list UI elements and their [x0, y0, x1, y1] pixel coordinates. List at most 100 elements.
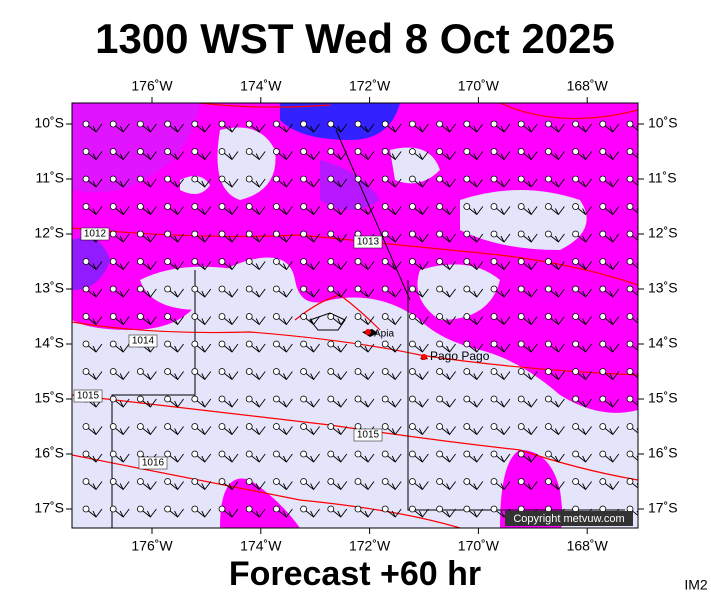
isobar-label: 1014: [132, 336, 155, 347]
barb-station: [191, 505, 199, 513]
wind-barb: [439, 316, 456, 326]
barb-station: [436, 230, 444, 238]
forecast-label: Forecast +60 hr: [229, 555, 481, 593]
barb-station: [545, 368, 552, 375]
wind-barb: [303, 316, 320, 326]
barb-station: [381, 340, 389, 348]
barb-station: [164, 368, 172, 375]
wind-barb: [330, 123, 348, 133]
copyright: Copyright metvuw.com: [513, 513, 624, 525]
wind-barb: [439, 233, 456, 243]
barb-station: [517, 395, 525, 403]
barb-station: [599, 120, 607, 128]
barb-station: [191, 395, 199, 403]
barb-station: [545, 175, 552, 183]
barb-station: [626, 148, 634, 155]
wind-barb: [357, 316, 375, 326]
barb-station: [490, 203, 498, 210]
wind-barb: [520, 151, 538, 161]
barb-station: [436, 478, 444, 485]
barb-station: [245, 230, 253, 238]
wind-barb: [194, 316, 212, 326]
wind-barb: [602, 371, 620, 381]
wind-barb: [248, 398, 266, 408]
wind-barb: [466, 398, 484, 408]
wind-barb: [167, 398, 184, 408]
wind-barb: [602, 123, 620, 133]
barb-station: [109, 340, 117, 348]
barb-station: [109, 120, 117, 128]
barb-station: [300, 285, 308, 293]
wind-barb: [439, 508, 456, 518]
wind-barb: [303, 261, 320, 271]
wind-barb: [520, 206, 538, 216]
barb-station: [463, 313, 471, 320]
barb-station: [517, 478, 525, 485]
wind-barb: [140, 316, 157, 326]
lat-tick-label: 13˚S: [648, 280, 678, 296]
isobar-label-box: [73, 389, 103, 403]
lon-tick-label: 168˚W: [567, 78, 609, 94]
wind-barb: [520, 343, 538, 353]
barb-station: [572, 368, 579, 375]
barb-station: [272, 505, 280, 513]
wind-barb: [112, 343, 130, 353]
barb-station: [381, 395, 389, 403]
wind-barb: [493, 343, 511, 353]
barb-station: [164, 285, 172, 293]
wind-barb: [575, 151, 592, 161]
barb-station: [572, 120, 579, 128]
barb-station: [599, 368, 607, 375]
barb-station: [517, 313, 525, 320]
wind-barb: [493, 426, 511, 436]
wind-barb: [276, 343, 293, 353]
barb-station: [381, 478, 389, 485]
barb-station: [300, 313, 308, 320]
wind-barb: [466, 123, 484, 133]
wind-barb: [221, 123, 239, 133]
barb-station: [218, 340, 226, 348]
wind-barb: [439, 426, 456, 436]
wind-barb: [575, 178, 592, 188]
barb-station: [245, 395, 253, 403]
wind-barb: [412, 481, 429, 491]
barb-station: [191, 258, 199, 265]
barb-station: [545, 258, 552, 265]
barb-station: [245, 258, 253, 265]
barb-station: [109, 368, 117, 375]
wind-barb: [357, 123, 375, 133]
wind-barb: [303, 508, 320, 518]
barb-station: [82, 313, 90, 320]
wind-barb: [602, 206, 620, 216]
wind-barb: [466, 508, 484, 518]
wind-barb: [221, 151, 239, 161]
barb-station: [136, 395, 144, 403]
barb-station: [327, 340, 335, 348]
wind-barb: [276, 288, 293, 298]
wind-barb: [276, 398, 293, 408]
wind-barb: [548, 426, 565, 436]
lat-tick-label: 17˚S: [648, 500, 678, 516]
barb-station: [245, 175, 253, 183]
barb-station: [136, 120, 144, 128]
barb-station: [136, 478, 144, 485]
barb-station: [408, 120, 416, 128]
barb-station: [245, 450, 253, 458]
wind-barb: [575, 426, 592, 436]
barb-station: [109, 395, 117, 403]
barb-station: [408, 478, 416, 485]
lat-tick-label: 11˚S: [648, 170, 677, 186]
wind-barb: [303, 398, 320, 408]
wind-barb: [248, 206, 266, 216]
barb-station: [463, 340, 471, 348]
barb-station: [463, 450, 471, 458]
wind-barb: [248, 316, 266, 326]
wind-barb: [602, 343, 620, 353]
barb-station: [408, 340, 416, 348]
wind-barb: [248, 508, 266, 518]
wind-barb: [112, 453, 130, 463]
island: [309, 312, 346, 331]
wind-barb: [357, 206, 375, 216]
barb-station: [354, 368, 362, 375]
wind-barb: [276, 123, 293, 133]
